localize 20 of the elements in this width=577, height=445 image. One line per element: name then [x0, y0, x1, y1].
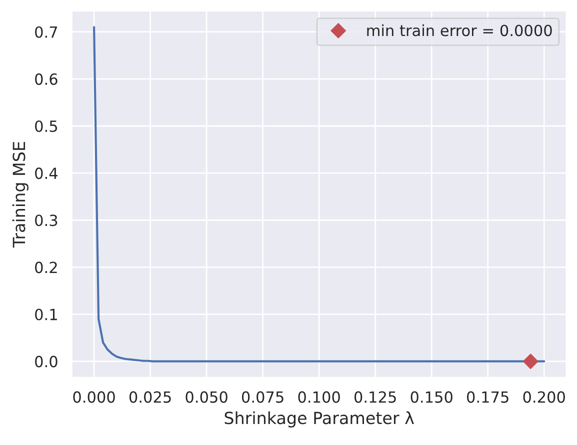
y-tick-label: 0.2 — [35, 262, 57, 274]
y-tick-label: 0.6 — [35, 73, 58, 85]
y-tick-label: 0.1 — [35, 308, 57, 320]
y-tick-label: 0.3 — [35, 214, 58, 226]
x-tick-label: 0.075 — [242, 391, 284, 403]
y-tick-label: 0.7 — [35, 26, 58, 38]
x-tick-label: 0.125 — [354, 391, 396, 403]
legend-label: min train error = 0.0000 — [367, 24, 552, 36]
y-tick-label: 0.4 — [35, 168, 58, 180]
y-tick-label: 0.5 — [35, 120, 58, 132]
x-axis-title: Shrinkage Parameter λ — [224, 411, 414, 428]
x-tick-label: 0.150 — [410, 391, 452, 403]
x-tick-label: 0.175 — [466, 391, 508, 403]
x-tick-label: 0.025 — [129, 391, 171, 403]
x-tick-label: 0.000 — [73, 391, 115, 403]
y-axis-title: Training MSE — [12, 142, 28, 248]
x-tick-label: 0.200 — [523, 391, 565, 403]
y-tick-label: 0.0 — [35, 356, 58, 368]
x-tick-label: 0.100 — [298, 391, 340, 403]
x-tick-label: 0.050 — [186, 391, 228, 403]
